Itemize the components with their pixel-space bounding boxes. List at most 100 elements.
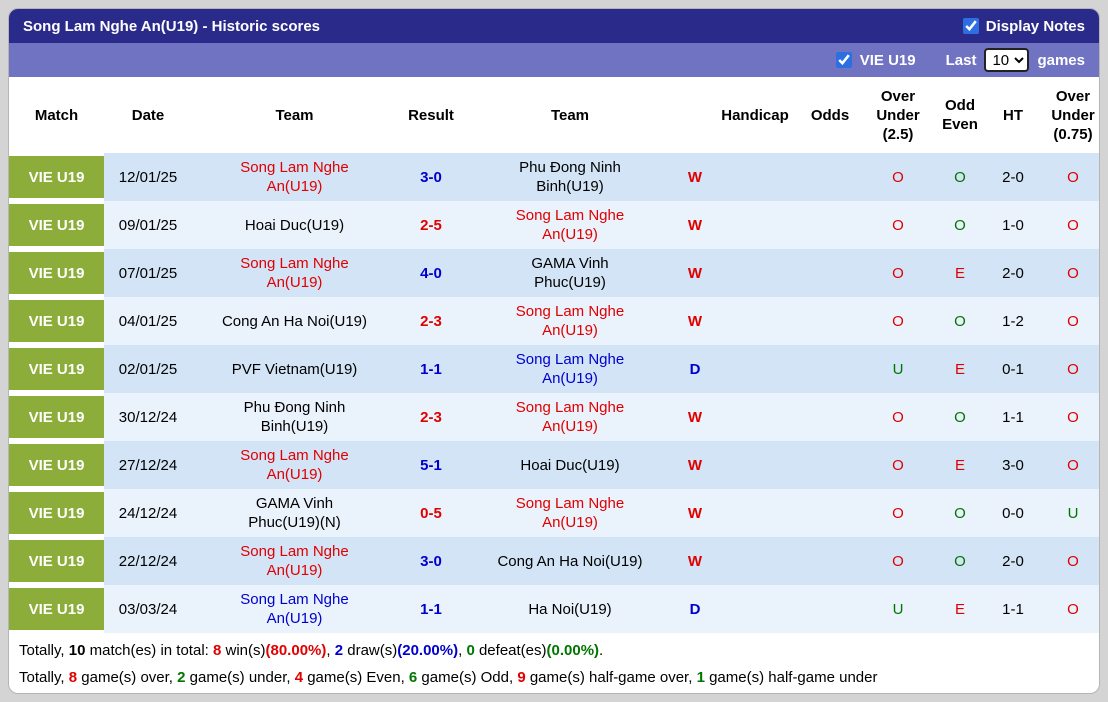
over-under-075: O [1037,153,1099,201]
home-team-label[interactable]: Song Lam Nghe An(U19) [240,447,349,483]
home-team-label[interactable]: GAMA Vinh Phuc(U19)(N) [248,495,341,531]
league-badge: VIE U19 [9,249,104,297]
league-badge-label[interactable]: VIE U19 [9,156,104,198]
match-date: 24/12/24 [104,489,192,537]
league-badge-label[interactable]: VIE U19 [9,588,104,630]
away-team-label[interactable]: Song Lam Nghe An(U19) [515,495,625,531]
half-time-score: 2-0 [989,153,1037,201]
scores-table: Match Date Team Result Team Handicap Odd… [9,77,1099,633]
handicap-value [715,489,795,537]
summary-segment: 6 [408,669,418,686]
away-team-label[interactable]: Cong An Ha Noi(U19) [497,552,643,570]
half-time-score: 1-1 [989,585,1037,633]
odds-value [795,489,865,537]
away-team: Cong An Ha Noi(U19) [465,537,675,585]
home-team: Song Lam Nghe An(U19) [192,441,397,489]
league-badge-label[interactable]: VIE U19 [9,492,104,534]
over-under-25: O [865,201,931,249]
league-badge-label[interactable]: VIE U19 [9,348,104,390]
away-team-label[interactable]: GAMA Vinh Phuc(U19) [531,255,609,291]
away-team-label[interactable]: Hoai Duc(U19) [520,456,620,474]
away-team: GAMA Vinh Phuc(U19) [465,249,675,297]
home-team-label[interactable]: Song Lam Nghe An(U19) [240,255,349,291]
away-team-label[interactable]: Ha Noi(U19) [528,600,612,618]
league-filter-checkbox[interactable] [835,52,852,68]
league-badge-label[interactable]: VIE U19 [9,444,104,486]
result-score: 2-3 [397,297,465,345]
home-team: Cong An Ha Noi(U19) [192,297,397,345]
summary-segment: defeat(es) [474,642,547,659]
display-notes-checkbox[interactable] [962,18,979,34]
league-badge-label[interactable]: VIE U19 [9,300,104,342]
table-row: VIE U19 24/12/24 GAMA Vinh Phuc(U19)(N) 0-5… [9,489,1099,537]
games-count-select[interactable]: 10 [984,48,1030,72]
col-header-ht: HT [989,77,1037,153]
over-under-25: U [865,585,931,633]
summary-segment: 10 [68,642,86,659]
home-team-label[interactable]: Cong An Ha Noi(U19) [221,312,368,330]
match-date: 02/01/25 [104,345,192,393]
summary-segment: . [599,642,604,659]
away-team-label[interactable]: Song Lam Nghe An(U19) [515,351,625,387]
col-header-result: Result [397,77,465,153]
col-header-home-team: Team [192,77,397,153]
league-badge: VIE U19 [9,441,104,489]
away-team-label[interactable]: Song Lam Nghe An(U19) [515,207,625,243]
summary-segment: 8 [212,642,222,659]
home-team-label[interactable]: Phu Đong Ninh Binh(U19) [243,399,346,435]
odd-even: E [931,585,989,633]
col-header-odd-even: Odd Even [931,77,989,153]
over-under-25: O [865,537,931,585]
table-header-row: Match Date Team Result Team Handicap Odd… [9,77,1099,153]
league-badge-label[interactable]: VIE U19 [9,396,104,438]
summary-segment: game(s) half-game over, [525,669,697,686]
win-draw-indicator: D [675,585,715,633]
over-under-25: O [865,297,931,345]
away-team-label[interactable]: Phu Đong Ninh Binh(U19) [519,159,621,195]
summary-segment: game(s) under, [185,669,295,686]
home-team-label[interactable]: Song Lam Nghe An(U19) [240,543,349,579]
odds-value [795,441,865,489]
away-team-label[interactable]: Song Lam Nghe An(U19) [515,303,625,339]
col-header-away-team: Team [465,77,675,153]
away-team: Ha Noi(U19) [465,585,675,633]
odd-even: O [931,489,989,537]
home-team-label[interactable]: Song Lam Nghe An(U19) [240,159,349,195]
summary-segment: 0 [466,642,475,659]
home-team-label[interactable]: Song Lam Nghe An(U19) [240,591,349,627]
league-badge-label[interactable]: VIE U19 [9,252,104,294]
match-date: 03/03/24 [104,585,192,633]
half-time-score: 1-2 [989,297,1037,345]
result-score: 3-0 [397,153,465,201]
odd-even: O [931,537,989,585]
league-badge-label[interactable]: VIE U19 [9,540,104,582]
away-team-label[interactable]: Song Lam Nghe An(U19) [515,399,625,435]
over-under-075: U [1037,489,1099,537]
table-row: VIE U19 30/12/24 Phu Đong Ninh Binh(U19) 2-… [9,393,1099,441]
odd-even: O [931,297,989,345]
summary-segment: , [458,642,467,659]
win-draw-indicator: W [675,297,715,345]
league-badge: VIE U19 [9,345,104,393]
home-team-label[interactable]: PVF Vietnam(U19) [231,360,358,378]
over-under-25: U [865,345,931,393]
match-date: 04/01/25 [104,297,192,345]
league-badge-label[interactable]: VIE U19 [9,204,104,246]
summary-segment: 4 [294,669,304,686]
home-team: Phu Đong Ninh Binh(U19) [192,393,397,441]
over-under-25: O [865,441,931,489]
league-badge: VIE U19 [9,489,104,537]
win-draw-indicator: W [675,393,715,441]
odds-value [795,249,865,297]
over-under-075: O [1037,393,1099,441]
half-time-score: 0-0 [989,489,1037,537]
home-team-label[interactable]: Hoai Duc(U19) [244,216,345,234]
away-team: Song Lam Nghe An(U19) [465,201,675,249]
away-team: Hoai Duc(U19) [465,441,675,489]
league-badge: VIE U19 [9,393,104,441]
over-under-075: O [1037,537,1099,585]
col-header-odds: Odds [795,77,865,153]
summary-segment: win(s) [221,642,266,659]
result-score: 0-5 [397,489,465,537]
historic-scores-panel: Song Lam Nghe An(U19) - Historic scores … [8,8,1100,694]
